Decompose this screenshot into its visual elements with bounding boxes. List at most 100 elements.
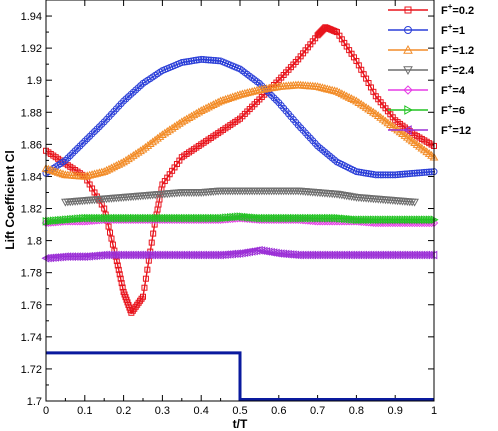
data-point <box>87 170 97 178</box>
data-point <box>93 125 101 133</box>
data-point <box>423 168 431 176</box>
data-point <box>235 90 245 98</box>
data-point <box>248 213 257 222</box>
data-point <box>227 212 235 222</box>
data-point <box>90 169 99 178</box>
y-tick-label: 1.9 <box>27 75 42 87</box>
data-point <box>408 215 417 225</box>
data-point <box>100 213 109 223</box>
data-point <box>69 214 78 224</box>
x-tick-label: 0.7 <box>310 405 325 417</box>
plot-series <box>41 24 439 401</box>
data-point <box>396 170 404 178</box>
data-point <box>151 213 160 223</box>
data-point <box>74 144 82 152</box>
data-point <box>88 130 96 138</box>
data-point <box>188 213 197 223</box>
data-point <box>408 169 416 177</box>
data-point <box>64 215 73 224</box>
data-point <box>321 213 330 223</box>
y-tick-labels: 1.7 1.72 1.74 1.76 1.78 1.8 1.82 1.84 1.86 1.88 1.… <box>21 11 42 408</box>
data-point <box>287 213 296 223</box>
legend-label: F+=1 <box>441 22 465 37</box>
data-point <box>56 168 65 177</box>
data-point <box>212 57 220 65</box>
data-point <box>48 166 58 175</box>
x-tick-label: 0 <box>43 405 49 417</box>
data-point <box>258 213 267 223</box>
data-point <box>197 55 205 63</box>
data-point <box>374 171 382 179</box>
data-point <box>336 213 344 223</box>
data-point <box>379 171 387 179</box>
data-point <box>212 213 221 223</box>
data-point <box>116 271 123 278</box>
data-point <box>183 58 191 66</box>
x-tick-label: 0.5 <box>232 405 247 417</box>
data-point <box>299 213 308 223</box>
data-point <box>290 213 298 223</box>
data-point <box>210 213 218 223</box>
data-point <box>314 213 323 223</box>
data-point <box>110 213 119 223</box>
data-point <box>367 170 375 178</box>
data-point <box>252 85 262 94</box>
data-point <box>118 280 125 287</box>
data-point <box>406 170 414 178</box>
data-point <box>224 213 233 222</box>
data-point <box>58 169 68 178</box>
data-point <box>404 26 412 34</box>
data-point <box>241 212 250 222</box>
data-point <box>338 214 347 223</box>
data-point <box>343 214 352 224</box>
data-point <box>86 132 94 140</box>
data-point <box>263 213 272 223</box>
data-point <box>95 123 103 131</box>
data-point <box>180 58 188 66</box>
data-point <box>200 56 208 64</box>
data-point <box>260 213 269 223</box>
data-point <box>418 169 426 177</box>
legend-label: F+=0.2 <box>441 2 474 17</box>
data-point <box>319 213 327 223</box>
data-point <box>97 250 106 260</box>
data-point <box>98 120 106 128</box>
data-point <box>139 213 148 223</box>
data-point <box>81 137 89 145</box>
legend-label: F+=2.4 <box>441 62 475 77</box>
data-point <box>325 85 335 93</box>
data-point <box>188 57 195 65</box>
data-point <box>66 152 74 160</box>
data-point <box>350 215 359 224</box>
legend-label: F+=6 <box>441 102 465 117</box>
data-point <box>253 213 262 223</box>
data-point <box>200 213 209 223</box>
data-point <box>352 168 360 176</box>
data-point <box>75 252 84 261</box>
data-point <box>71 214 80 224</box>
data-point <box>44 164 53 173</box>
data-point <box>205 213 214 223</box>
data-point <box>307 213 315 223</box>
data-point <box>372 171 380 179</box>
data-point <box>137 213 146 223</box>
data-point <box>365 170 373 178</box>
data-point <box>83 213 92 223</box>
data-point <box>96 213 104 223</box>
data-point <box>268 213 277 223</box>
data-point <box>107 229 114 236</box>
data-point <box>425 168 433 176</box>
data-point <box>171 213 180 223</box>
data-point <box>333 213 342 223</box>
data-point <box>141 284 148 291</box>
data-point <box>77 252 86 261</box>
data-point <box>384 215 393 225</box>
data-point <box>291 250 300 260</box>
data-point <box>275 213 284 223</box>
data-point <box>140 293 146 300</box>
data-point <box>416 215 424 225</box>
data-point <box>64 154 72 162</box>
data-point <box>204 56 212 64</box>
data-point <box>270 94 278 102</box>
